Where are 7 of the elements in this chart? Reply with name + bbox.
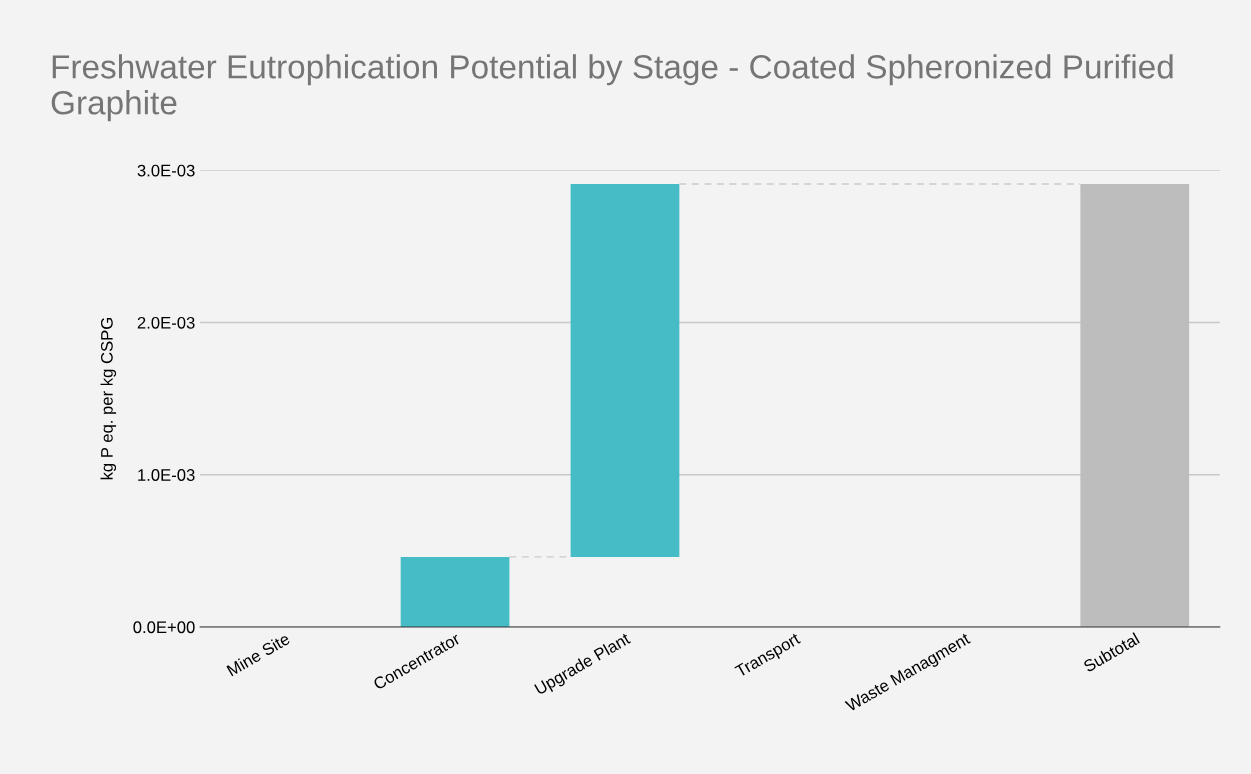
y-tick-label: 3.0E-03 [137,164,195,177]
x-tick-label: Mine Site [226,632,291,677]
chart-title: Freshwater Eutrophication Potential by Stage - Coated Spheronized Purified Graphite [51,54,1173,122]
y-tick-label: 1.0E-03 [138,469,195,481]
y-tick-label: 2.0E-03 [137,316,195,329]
y-axis-title: kg P eq. per kg CSPG [100,318,117,480]
y-tick-label: 0.0E+00 [133,621,195,634]
